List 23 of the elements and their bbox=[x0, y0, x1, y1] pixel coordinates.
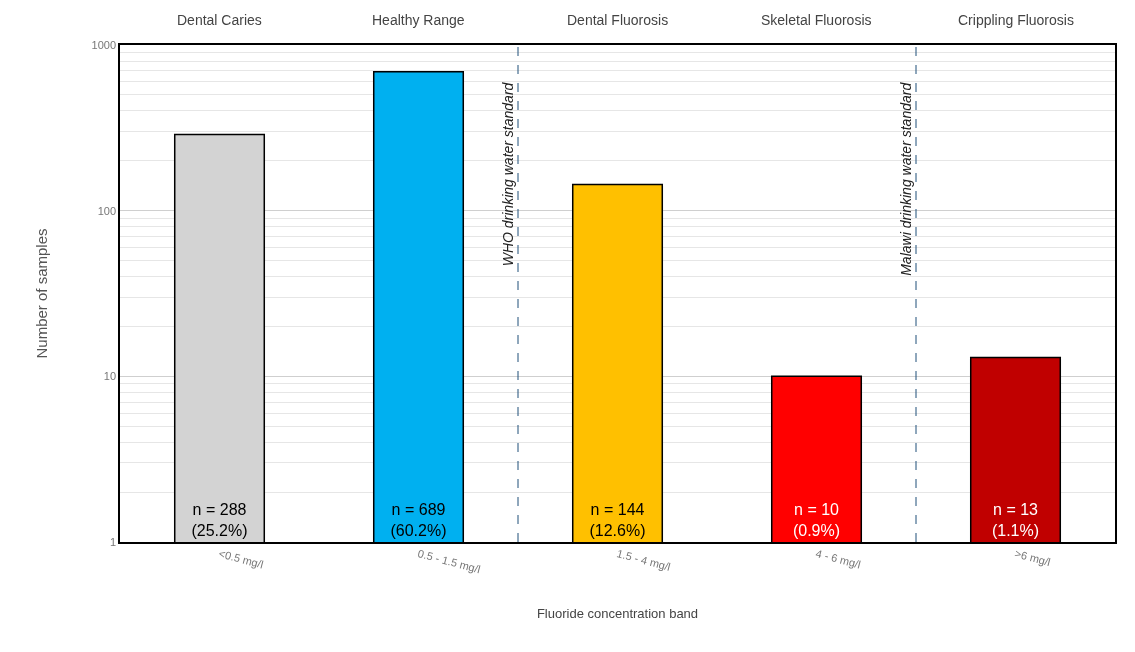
text: Dental Fluorosis bbox=[567, 12, 669, 28]
text: Crippling Fluorosis bbox=[958, 12, 1074, 28]
data-label: n = 689 (60.2%) bbox=[390, 501, 447, 539]
data-label: n = 144 (12.6%) bbox=[589, 501, 646, 539]
text: Dental Caries bbox=[177, 12, 262, 28]
data-label: n = 288 (25.2%) bbox=[191, 501, 248, 539]
x-tick-label: >6 mg/l bbox=[1013, 547, 1052, 569]
text: Healthy Range bbox=[372, 12, 465, 28]
x-axis-title: Fluoride concentration band bbox=[536, 606, 699, 622]
y-tick-label: 100 bbox=[97, 204, 117, 217]
y-tick-label: 10 bbox=[103, 370, 117, 383]
annotation: WHO drinking water standard bbox=[499, 81, 516, 267]
annotation: Malawi drinking water standard bbox=[898, 81, 915, 276]
data-label: n = 13 (1.1%) bbox=[991, 501, 1040, 539]
text: Skeletal Fluorosis bbox=[761, 12, 872, 28]
y-tick-label: 1 bbox=[109, 535, 117, 548]
x-tick-label: <0.5 mg/l bbox=[217, 547, 265, 571]
x-tick-label: 4 - 6 mg/l bbox=[814, 547, 862, 571]
x-tick-label: 1.5 - 4 mg/l bbox=[615, 547, 672, 573]
y-tick-label: 1000 bbox=[91, 38, 117, 51]
y-axis-title: Number of samples bbox=[33, 228, 51, 359]
data-label: n = 10 (0.9%) bbox=[792, 501, 841, 539]
x-tick-label: 0.5 - 1.5 mg/l bbox=[416, 547, 482, 576]
